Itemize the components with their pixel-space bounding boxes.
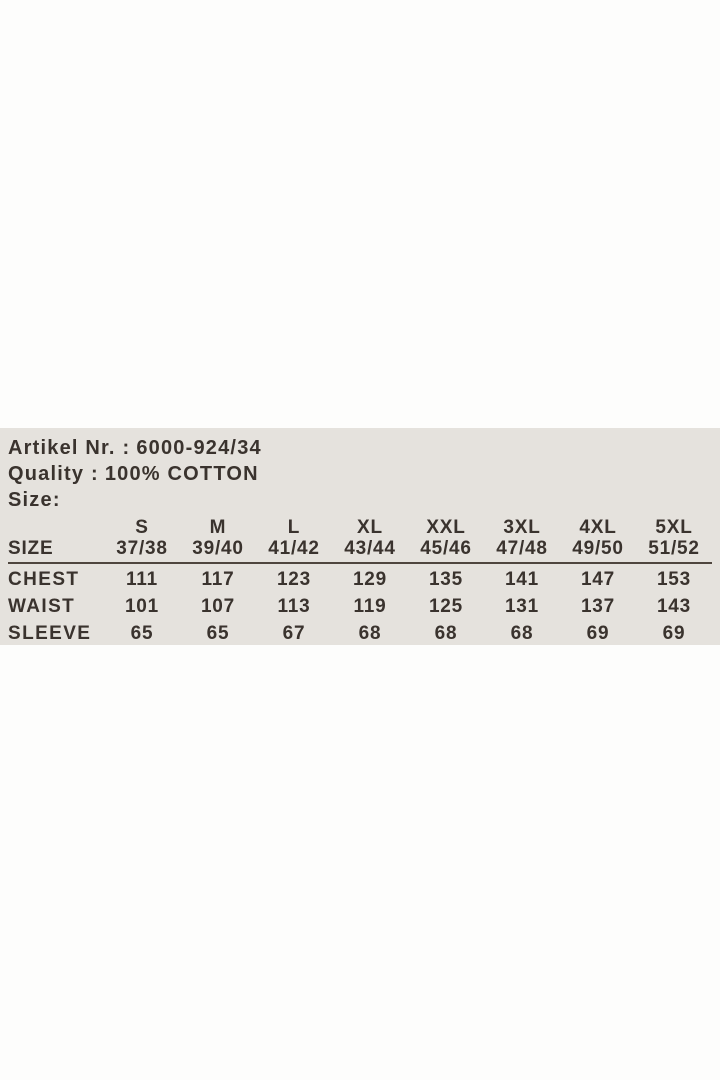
artikel-number-label: Artikel Nr. :	[8, 437, 131, 459]
artikel-number-value: 6000-924/34	[136, 437, 262, 459]
size-name-header: 5XL	[655, 517, 693, 538]
size-table: S M L XL XXL 3XL 4XL 5XL SIZE 37/38 39/4…	[8, 517, 712, 647]
size-name-header: L	[287, 517, 301, 538]
waist-value: 113	[277, 596, 311, 617]
size-range-header: 41/42	[268, 538, 320, 559]
waist-value: 131	[504, 596, 540, 617]
size-range-header: 51/52	[648, 538, 700, 559]
artikel-number-line: Artikel Nr. :6000-924/34	[8, 435, 712, 461]
sleeve-value: 69	[586, 623, 610, 644]
sleeve-value: 65	[206, 623, 230, 644]
quality-line: Quality :100% COTTON	[8, 461, 712, 487]
chest-value: 153	[656, 569, 692, 590]
quality-value: 100% COTTON	[104, 463, 259, 485]
measure-row-label: CHEST	[8, 569, 80, 590]
sleeve-value: 68	[510, 623, 534, 644]
waist-value: 125	[428, 596, 464, 617]
size-name-header: XXL	[426, 517, 466, 538]
chest-value: 135	[428, 569, 464, 590]
size-heading: Size:	[8, 489, 61, 511]
size-row-header: SIZE	[8, 538, 54, 559]
sleeve-value: 67	[282, 623, 306, 644]
waist-value: 143	[656, 596, 692, 617]
sleeve-value: 68	[434, 623, 458, 644]
size-name-header: 3XL	[503, 517, 541, 538]
sleeve-value: 69	[662, 623, 686, 644]
chest-value: 117	[201, 569, 235, 590]
chest-value: 123	[276, 569, 312, 590]
waist-value: 119	[353, 596, 387, 617]
waist-value: 101	[124, 596, 160, 617]
size-range-header: 43/44	[344, 538, 396, 559]
waist-value: 137	[580, 596, 616, 617]
size-name-header: 4XL	[579, 517, 617, 538]
size-name-header-spacer	[8, 517, 104, 538]
chest-value: 111	[125, 569, 158, 590]
chest-value: 141	[504, 569, 540, 590]
header-divider-line	[8, 562, 712, 564]
sleeve-value: 68	[358, 623, 382, 644]
chest-value: 129	[352, 569, 388, 590]
quality-label: Quality :	[8, 463, 99, 485]
size-range-header: 49/50	[572, 538, 624, 559]
size-range-header: 37/38	[116, 538, 168, 559]
chest-value: 147	[580, 569, 616, 590]
size-name-header: S	[135, 517, 149, 538]
sleeve-value: 65	[130, 623, 154, 644]
measure-row-label: SLEEVE	[8, 623, 92, 644]
measure-row-label: WAIST	[8, 596, 76, 617]
size-range-header: 47/48	[496, 538, 548, 559]
size-name-header: XL	[357, 517, 383, 538]
size-range-header: 45/46	[420, 538, 472, 559]
size-name-header: M	[209, 517, 227, 538]
size-range-header: 39/40	[192, 538, 244, 559]
size-label-panel: Artikel Nr. :6000-924/34 Quality :100% C…	[0, 428, 720, 645]
waist-value: 107	[200, 596, 236, 617]
